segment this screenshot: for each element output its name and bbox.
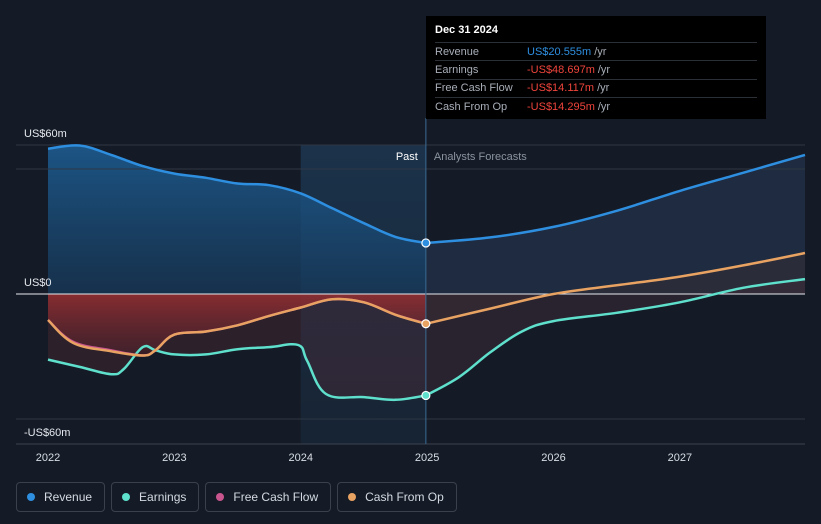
earnings-dot-icon xyxy=(122,493,131,501)
earnings-forecast-line xyxy=(425,277,806,397)
legend-label: Earnings xyxy=(139,490,187,504)
forecast-label: Analysts Forecasts xyxy=(434,151,527,163)
past-label: Past xyxy=(396,151,418,163)
y-axis-label: US$0 xyxy=(24,277,52,289)
tooltip-unit: /yr xyxy=(597,100,611,113)
tooltip-value: US$20.555m xyxy=(527,45,592,58)
earnings-past-line xyxy=(47,342,427,402)
tooltip-row-free-cash-flow: Free Cash Flow -US$14.117m /yr xyxy=(435,78,757,97)
legend-label: Revenue xyxy=(44,490,93,504)
tooltip-value: -US$14.295m xyxy=(527,100,595,113)
cash-from-op-forecast-area xyxy=(425,253,805,324)
tooltip-row-cash-from-op: Cash From Op -US$14.295m /yr xyxy=(435,97,757,115)
x-tick-label: 2027 xyxy=(668,452,692,464)
tooltip-row-revenue: Revenue US$20.555m /yr xyxy=(435,42,757,60)
tooltip-label: Earnings xyxy=(435,64,479,77)
tooltip-label: Free Cash Flow xyxy=(435,82,513,95)
tooltip-date: Dec 31 2024 xyxy=(435,24,498,36)
earnings-past-area xyxy=(48,294,426,400)
tooltip-value: -US$48.697m xyxy=(527,64,595,77)
cash-from-op-forecast-line xyxy=(425,251,806,326)
legend-label: Free Cash Flow xyxy=(233,490,319,504)
cash-from-op-dot-icon xyxy=(348,493,357,501)
y-axis-label: US$60m xyxy=(24,128,67,140)
revenue-past-area xyxy=(48,145,426,294)
legend: Revenue Earnings Free Cash Flow Cash Fro… xyxy=(16,482,457,512)
x-tick-label: 2022 xyxy=(36,452,60,464)
tooltip-value: -US$14.117m xyxy=(527,82,595,95)
x-tick-label: 2026 xyxy=(541,452,565,464)
tooltip-row-earnings: Earnings -US$48.697m /yr xyxy=(435,60,757,78)
earnings-end-point xyxy=(421,390,431,401)
tooltip-unit: /yr xyxy=(597,64,611,77)
revenue-end-point xyxy=(421,238,431,248)
revenue-dot-icon xyxy=(27,493,35,501)
tooltip-label: Revenue xyxy=(435,45,480,58)
tooltip: Dec 31 2024 Revenue US$20.555m /yr Earni… xyxy=(426,16,766,119)
cash-from-op-end-point xyxy=(421,319,431,329)
tooltip-unit: /yr xyxy=(597,82,610,95)
revenue-forecast-area xyxy=(425,154,805,294)
x-tick-label: 2024 xyxy=(289,452,313,464)
tooltip-label: Cash From Op xyxy=(435,100,508,113)
cash-from-op-past-line xyxy=(47,297,427,357)
tooltip-unit: /yr xyxy=(594,45,607,58)
x-tick-label: 2023 xyxy=(162,452,186,464)
legend-item-earnings[interactable]: Earnings xyxy=(111,482,200,512)
y-axis-label: -US$60m xyxy=(24,427,70,439)
x-tick-label: 2025 xyxy=(415,452,439,464)
legend-item-free-cash-flow[interactable]: Free Cash Flow xyxy=(205,482,332,512)
legend-item-revenue[interactable]: Revenue xyxy=(16,482,106,512)
legend-label: Cash From Op xyxy=(365,490,444,504)
earnings-forecast-area xyxy=(425,279,805,396)
revenue-past-line xyxy=(47,144,427,245)
legend-item-cash-from-op[interactable]: Cash From Op xyxy=(337,482,457,512)
free-cash-flow-dot-icon xyxy=(216,493,225,501)
revenue-forecast-line xyxy=(425,153,806,245)
